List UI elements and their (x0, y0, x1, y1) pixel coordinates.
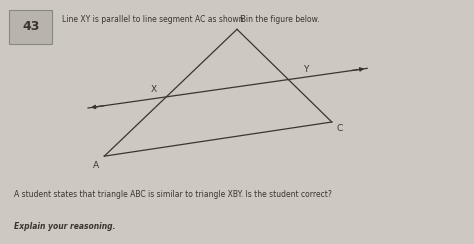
Text: A: A (93, 161, 100, 170)
Text: A student states that triangle ABC is similar to triangle XBY. Is the student co: A student states that triangle ABC is si… (14, 190, 332, 199)
FancyBboxPatch shape (9, 10, 52, 44)
Text: B: B (239, 15, 245, 24)
Text: X: X (150, 85, 156, 94)
Text: 43: 43 (22, 20, 39, 33)
Text: Explain your reasoning.: Explain your reasoning. (14, 222, 116, 231)
Text: Line XY is parallel to line segment AC as shown in the figure below.: Line XY is parallel to line segment AC a… (62, 15, 319, 24)
Text: Y: Y (303, 65, 309, 74)
Text: C: C (337, 124, 343, 133)
